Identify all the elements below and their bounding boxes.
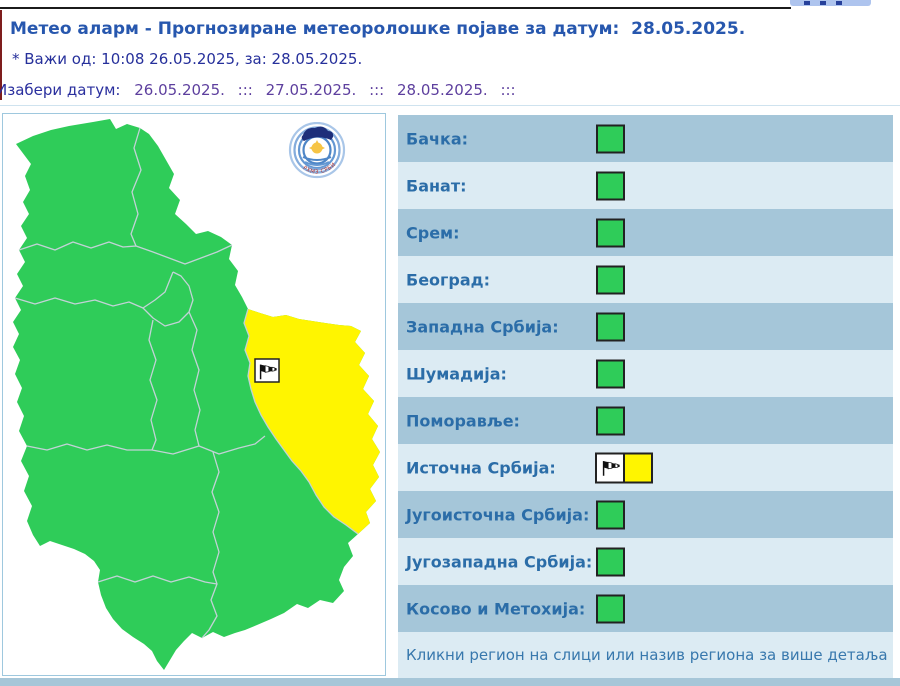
alert-level-indicator (596, 312, 625, 341)
date-link-3[interactable]: 28.05.2025. (397, 81, 488, 99)
date-link-1[interactable]: 26.05.2025. (134, 81, 225, 99)
date-separator: ::: (369, 81, 385, 99)
map-regions-green[interactable] (13, 119, 380, 670)
date-picker-label: Изабери датум: (0, 81, 121, 99)
region-link[interactable]: Поморавље: (406, 411, 520, 430)
region-link[interactable]: Бачка: (406, 129, 469, 148)
serbia-map-panel: РХМЗ СРБИЈЕ (2, 113, 386, 676)
alert-level-indicator (596, 547, 625, 576)
map-hint-text: Кликни регион на слици или назив региона… (406, 646, 888, 664)
serbia-alert-map (13, 119, 380, 670)
validity-note: * Важи од: 10:08 26.05.2025, за: 28.05.2… (12, 50, 363, 68)
windsock-icon (599, 457, 621, 479)
region-link[interactable]: Југозападна Србија: (406, 552, 593, 571)
cropped-toolbar-button[interactable] (790, 0, 871, 6)
page-title: Метео аларм - Прогнозиране метеоролошке … (10, 19, 746, 39)
alert-level-indicator (596, 406, 625, 435)
region-row-istocna-srbija: Источна Србија: (398, 444, 893, 491)
region-link[interactable]: Шумадија: (406, 364, 507, 383)
alert-level-indicator (596, 359, 625, 388)
date-link-2[interactable]: 27.05.2025. (265, 81, 357, 99)
alert-level-indicator (596, 171, 625, 200)
alert-phenomenon-cell (595, 452, 624, 483)
region-link[interactable]: Источна Србија: (406, 458, 556, 477)
alert-level-indicator (596, 218, 625, 247)
rhmz-logo: РХМЗ СРБИЈЕ (286, 122, 346, 179)
header-divider (0, 105, 900, 106)
region-row-backa: Бачка: (398, 115, 893, 162)
region-link[interactable]: Срем: (406, 223, 460, 242)
alert-level-indicator (596, 594, 625, 623)
region-link[interactable]: Косово и Метохија: (406, 599, 586, 618)
region-list: Бачка: Банат: Срем: Београд: Западна Срб… (398, 115, 893, 678)
region-row-jugozapadna-srbija: Југозападна Србија: (398, 538, 893, 585)
region-row-kosovo-i-metohija: Косово и Метохија: (398, 585, 893, 632)
cropped-glyph (836, 1, 842, 5)
region-link[interactable]: Западна Србија: (406, 317, 559, 336)
alert-indicator-group (595, 452, 653, 483)
date-picker: Изабери датум: 26.05.2025. ::: 27.05.202… (0, 81, 519, 99)
alert-level-indicator (596, 265, 625, 294)
logo-sun (311, 142, 323, 154)
logo-cloud (301, 126, 334, 141)
region-row-sumadija: Шумадија: (398, 350, 893, 397)
alert-level-indicator (596, 124, 625, 153)
region-link[interactable]: Југоисточна Србија: (406, 505, 590, 524)
top-divider-line (0, 7, 791, 9)
alert-level-indicator (624, 452, 653, 483)
cropped-glyph (820, 1, 826, 5)
cropped-glyph (804, 1, 810, 5)
region-row-beograd: Београд: (398, 256, 893, 303)
region-row-pomoravlje: Поморавље: (398, 397, 893, 444)
alert-level-indicator (596, 500, 625, 529)
map-district-borders (14, 127, 359, 639)
hint-row: Кликни регион на слици или назив региона… (398, 632, 893, 678)
left-edge-artifact (0, 10, 2, 100)
region-link[interactable]: Београд: (406, 270, 490, 289)
bottom-strip (0, 678, 900, 686)
region-row-zapadna-srbija: Западна Србија: (398, 303, 893, 350)
region-row-banat: Банат: (398, 162, 893, 209)
date-separator: ::: (237, 81, 253, 99)
map-windsock-marker (254, 358, 280, 383)
region-row-jugoistocna-srbija: Југоисточна Србија: (398, 491, 893, 538)
region-link[interactable]: Банат: (406, 176, 467, 195)
date-separator: ::: (500, 81, 516, 99)
region-row-srem: Срем: (398, 209, 893, 256)
